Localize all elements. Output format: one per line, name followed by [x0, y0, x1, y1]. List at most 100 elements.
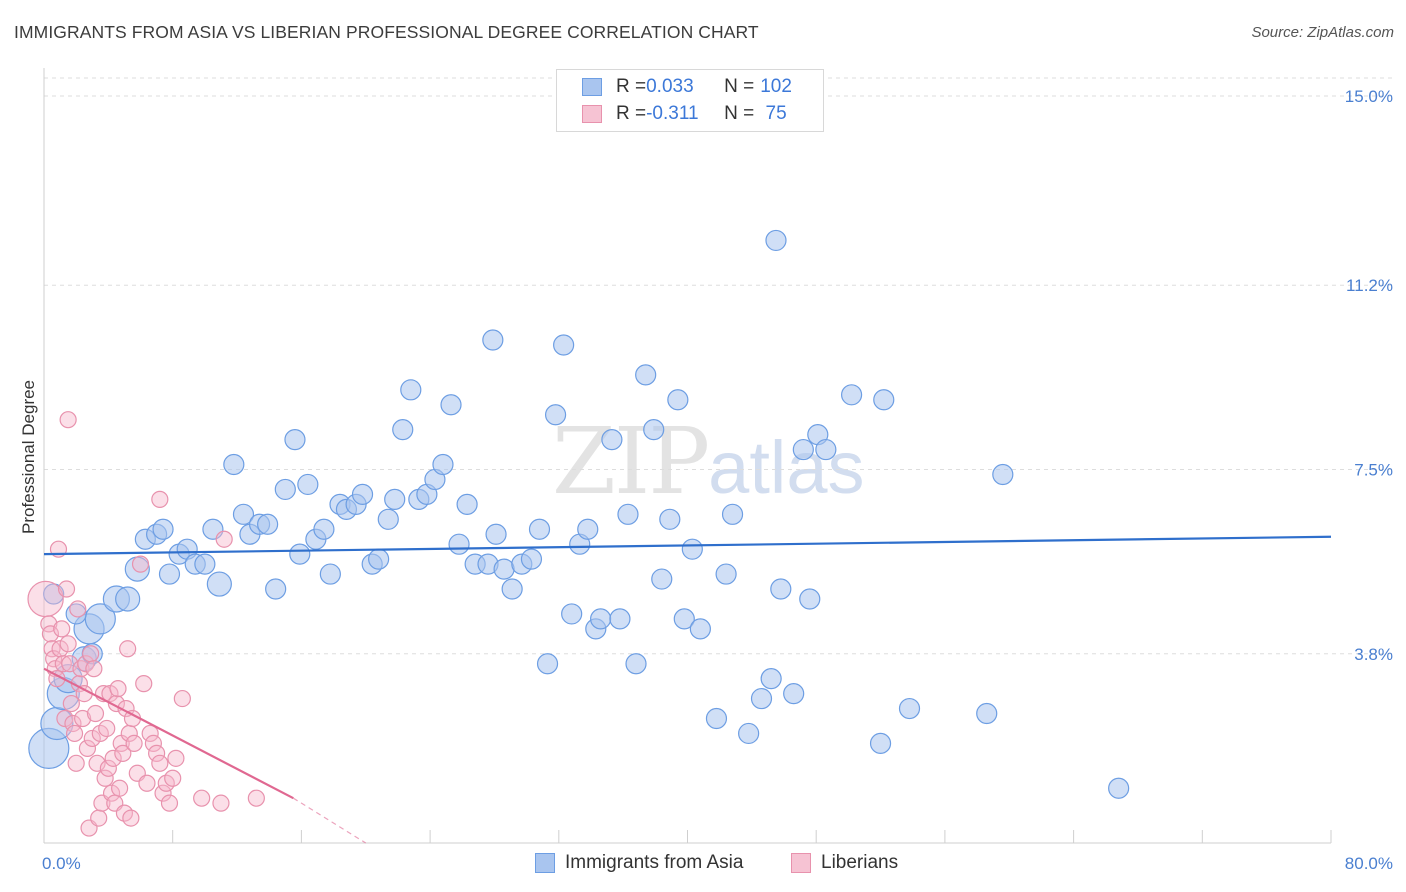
liberian-point — [96, 769, 114, 787]
liberian-point — [69, 600, 87, 618]
asia-point — [368, 548, 390, 570]
liberian-point — [109, 680, 127, 698]
asia-point — [493, 558, 515, 580]
asia-point — [873, 389, 895, 411]
liberian-point — [151, 754, 169, 772]
liberian-point — [104, 749, 122, 767]
liberian-point — [59, 411, 77, 429]
trend-layer — [43, 535, 1332, 844]
liberian-point — [72, 660, 90, 678]
chart-title: IMMIGRANTS FROM ASIA VS LIBERIAN PROFESS… — [14, 22, 759, 42]
legend-swatch-asia — [582, 78, 602, 96]
asia-point — [400, 379, 422, 401]
asia-point — [659, 508, 681, 530]
asia-point — [265, 578, 287, 600]
liberian-point — [90, 809, 108, 827]
liberian-point — [119, 640, 137, 658]
bottom-legend-label-liberians: Liberians — [821, 852, 899, 873]
asia-point — [1108, 777, 1130, 799]
bottom-legend-swatch-liberians — [791, 853, 811, 873]
asia-point — [705, 707, 728, 730]
asia-point — [770, 578, 792, 600]
asia-point — [384, 488, 406, 510]
liberian-point — [59, 635, 77, 653]
asia-point — [65, 603, 87, 625]
liberian-point — [27, 580, 64, 618]
legend-r-value: 0.033 — [646, 76, 694, 97]
liberian-point — [82, 645, 100, 663]
asia-point — [561, 603, 583, 625]
liberian-point — [57, 580, 76, 598]
source-credit: Source: ZipAtlas.com — [1251, 24, 1394, 41]
asia-point — [783, 682, 805, 705]
asia-point — [992, 463, 1014, 486]
legend-n-value: 75 — [760, 103, 787, 124]
asia-point — [625, 653, 647, 675]
liberian-point — [125, 734, 143, 753]
liberian-point — [131, 555, 150, 573]
asia-point — [553, 334, 575, 356]
asia-point — [765, 229, 787, 252]
liberian-point — [53, 620, 71, 638]
asia-point — [501, 578, 523, 600]
watermark-atlas: atlas — [708, 426, 865, 509]
legend-r-label: R = — [616, 76, 647, 97]
y-tick-label: 7.5% — [1354, 461, 1393, 480]
liberian-point — [173, 689, 191, 708]
asia-point — [635, 364, 657, 386]
asia-point — [194, 553, 216, 575]
liberian-point — [212, 794, 230, 812]
liberian-point — [141, 724, 159, 743]
asia-point — [297, 473, 319, 496]
asia-point — [799, 588, 821, 610]
asia-point — [223, 453, 245, 476]
liberian-point — [111, 779, 129, 797]
liberian-point — [122, 809, 140, 827]
liberian-point — [193, 789, 211, 807]
asia-point — [590, 608, 612, 630]
asia-point — [840, 384, 863, 406]
liberian-point — [247, 789, 265, 807]
asia-point — [448, 533, 470, 555]
x-tick-label-min: 0.0% — [42, 854, 81, 873]
legend-n-value: 102 — [760, 76, 792, 97]
liberian-point — [215, 530, 233, 548]
bottom-legend-asia: Immigrants from Asia — [535, 852, 743, 874]
liberian-point — [88, 754, 106, 772]
liberian-point — [99, 759, 117, 777]
asia-point — [440, 394, 462, 416]
asia-point — [715, 563, 737, 585]
asia-point — [738, 722, 760, 745]
asia-point — [284, 429, 306, 451]
asia-point — [760, 668, 782, 690]
asia-point — [351, 483, 374, 505]
asia-point — [432, 453, 454, 476]
asia-point — [869, 732, 892, 755]
asia-point — [673, 608, 695, 630]
liberian-point — [151, 490, 169, 508]
asia-point — [667, 389, 689, 411]
asia-point — [681, 538, 703, 560]
asia-point — [319, 563, 341, 585]
liberian-point — [74, 709, 92, 728]
asia-point — [377, 508, 399, 530]
bottom-legend-liberians: Liberians — [791, 852, 898, 874]
legend-row-liberians: R = -0.311 N = 75 — [582, 102, 787, 126]
asia-point — [609, 608, 631, 630]
asia-point — [750, 687, 773, 710]
bottom-legend-label-asia: Immigrants from Asia — [565, 852, 744, 873]
liberian-point — [138, 774, 156, 792]
asia-point — [232, 503, 255, 525]
legend-n-label: N = — [724, 76, 755, 97]
asia-point — [289, 543, 311, 565]
asia-point — [152, 518, 174, 540]
liberian-point — [62, 694, 80, 713]
asia-point — [115, 586, 141, 612]
liberian-point — [85, 660, 103, 678]
liberian-point — [114, 744, 132, 762]
asia-point — [815, 438, 837, 461]
asia-point — [482, 329, 504, 351]
liberian-trend-extension — [293, 797, 367, 844]
liberian-point — [67, 754, 85, 772]
